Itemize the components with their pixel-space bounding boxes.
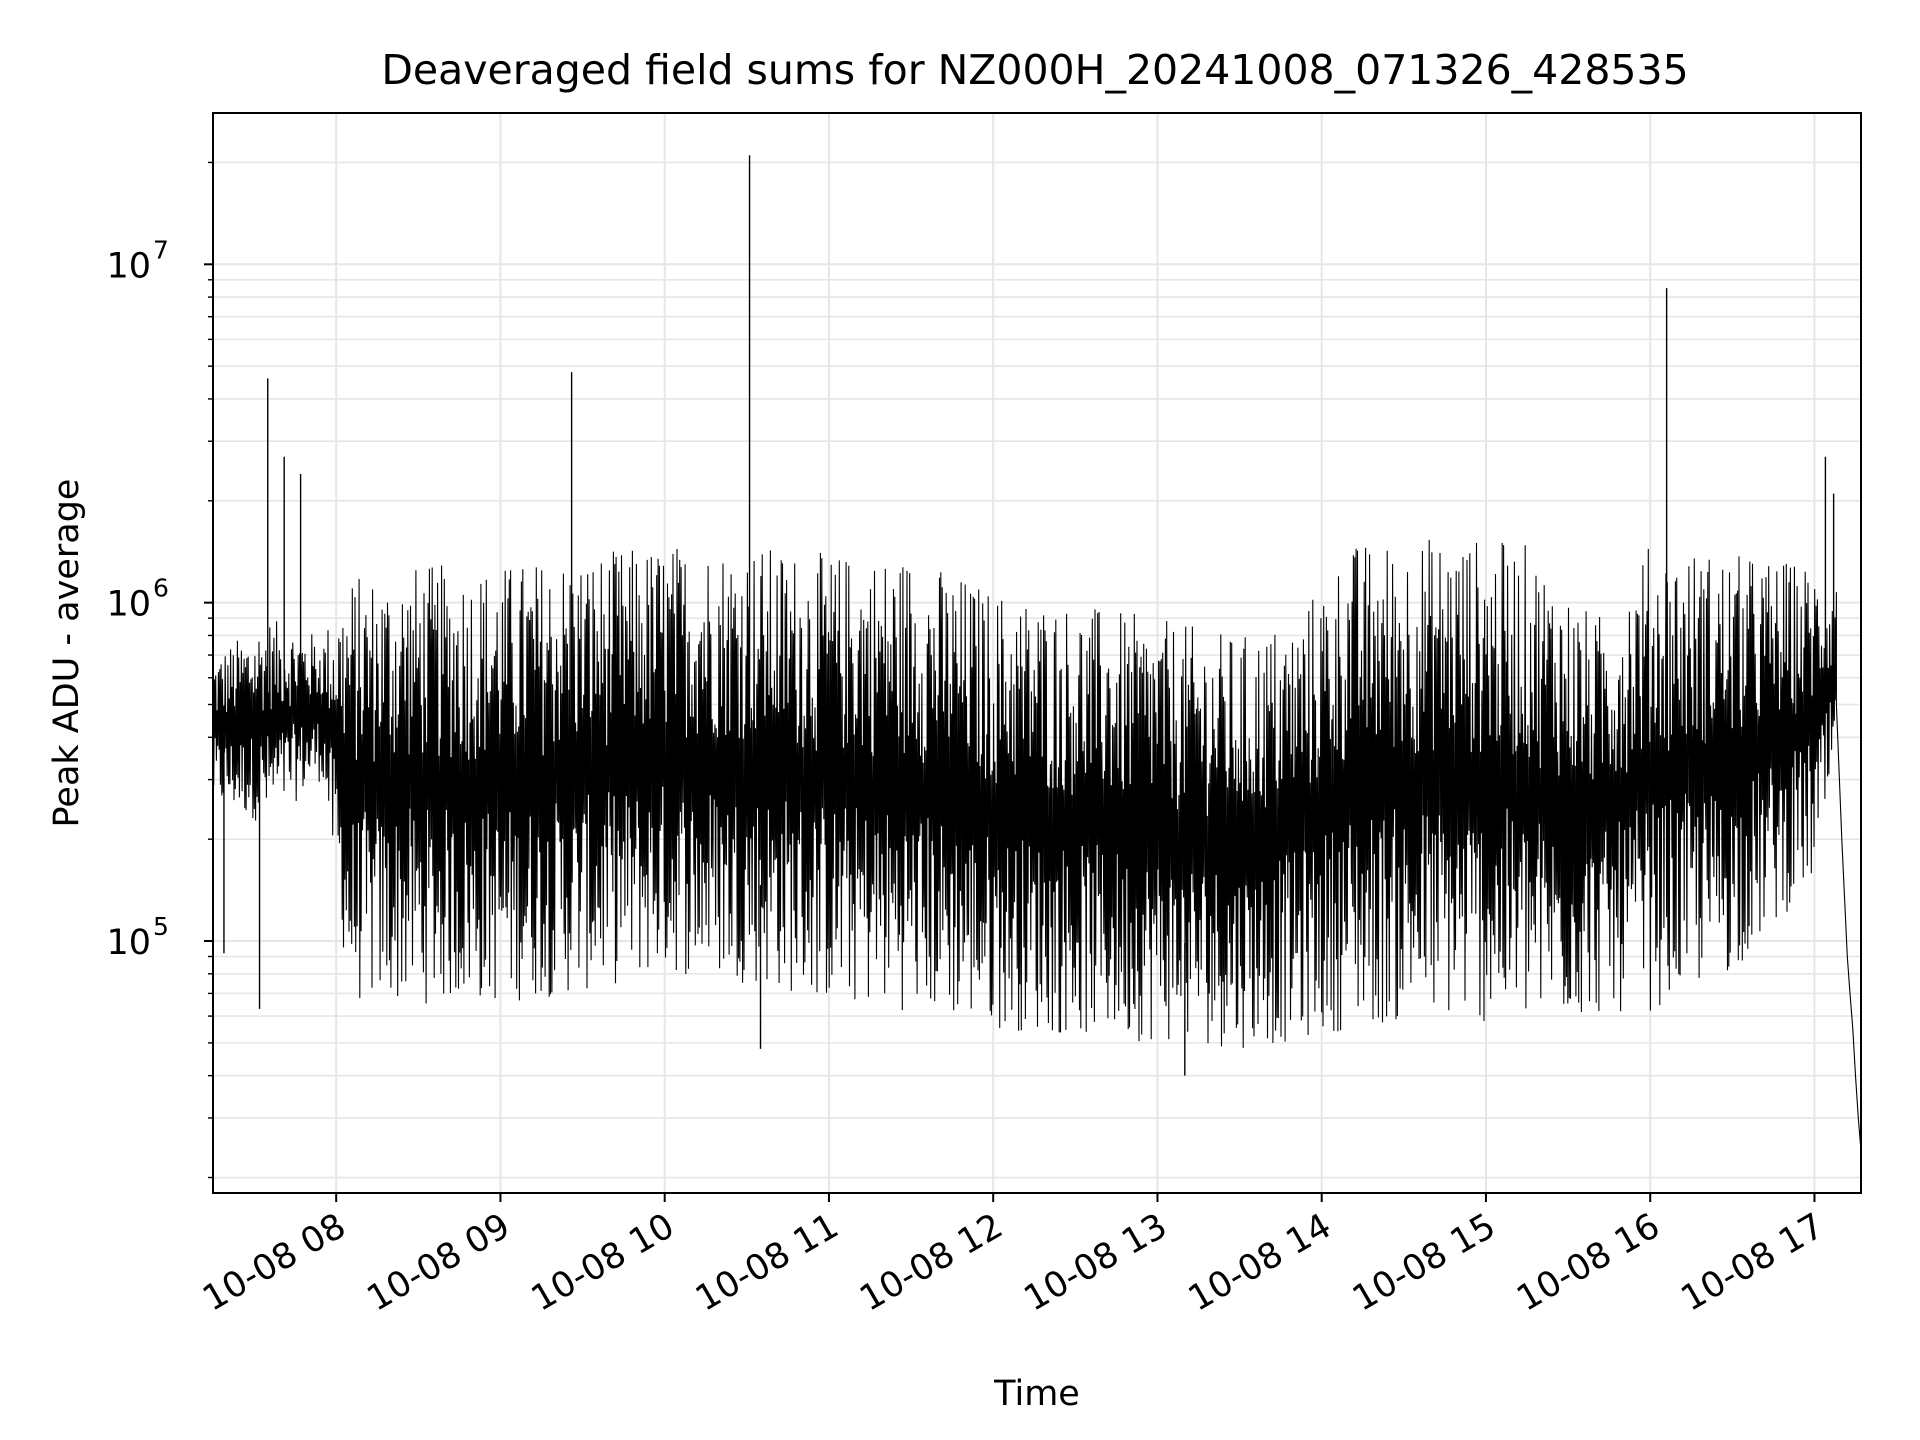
y-tick-label: 10 [106, 246, 151, 286]
plot-frame [212, 112, 1862, 1194]
chart-title: Deaveraged field sums for NZ000H_2024100… [381, 46, 1688, 94]
x-axis-label: Time [993, 1374, 1080, 1414]
y-axis-label: Peak ADU - average [47, 479, 87, 828]
y-tick-label: 10 [106, 923, 151, 963]
y-tick-exponent: 5 [153, 912, 169, 941]
y-tick-exponent: 6 [153, 574, 169, 603]
series-line [212, 539, 1862, 1151]
plot-area [212, 155, 1862, 1151]
y-tick-label: 10 [106, 585, 151, 625]
y-tick-exponent: 7 [153, 235, 169, 264]
